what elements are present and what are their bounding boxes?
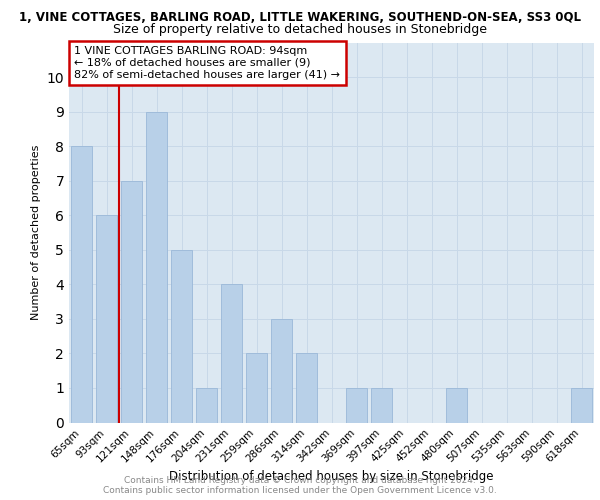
Bar (446, 388, 467, 422)
Bar (71, 146, 92, 422)
X-axis label: Distribution of detached houses by size in Stonebridge: Distribution of detached houses by size … (169, 470, 494, 483)
Text: 1, VINE COTTAGES, BARLING ROAD, LITTLE WAKERING, SOUTHEND-ON-SEA, SS3 0QL: 1, VINE COTTAGES, BARLING ROAD, LITTLE W… (19, 11, 581, 24)
Y-axis label: Number of detached properties: Number of detached properties (31, 145, 41, 320)
Bar (246, 354, 267, 422)
Bar (96, 215, 117, 422)
Bar (196, 388, 217, 422)
Bar (571, 388, 592, 422)
Bar (271, 319, 292, 422)
Text: 1 VINE COTTAGES BARLING ROAD: 94sqm
← 18% of detached houses are smaller (9)
82%: 1 VINE COTTAGES BARLING ROAD: 94sqm ← 18… (74, 46, 340, 80)
Text: Contains HM Land Registry data © Crown copyright and database right 2024.: Contains HM Land Registry data © Crown c… (124, 476, 476, 485)
Bar (146, 112, 167, 422)
Text: Contains public sector information licensed under the Open Government Licence v3: Contains public sector information licen… (103, 486, 497, 495)
Bar (346, 388, 367, 422)
Text: Size of property relative to detached houses in Stonebridge: Size of property relative to detached ho… (113, 22, 487, 36)
Bar (121, 180, 142, 422)
Bar (371, 388, 392, 422)
Bar (171, 250, 192, 422)
Bar (296, 354, 317, 422)
Bar (221, 284, 242, 422)
